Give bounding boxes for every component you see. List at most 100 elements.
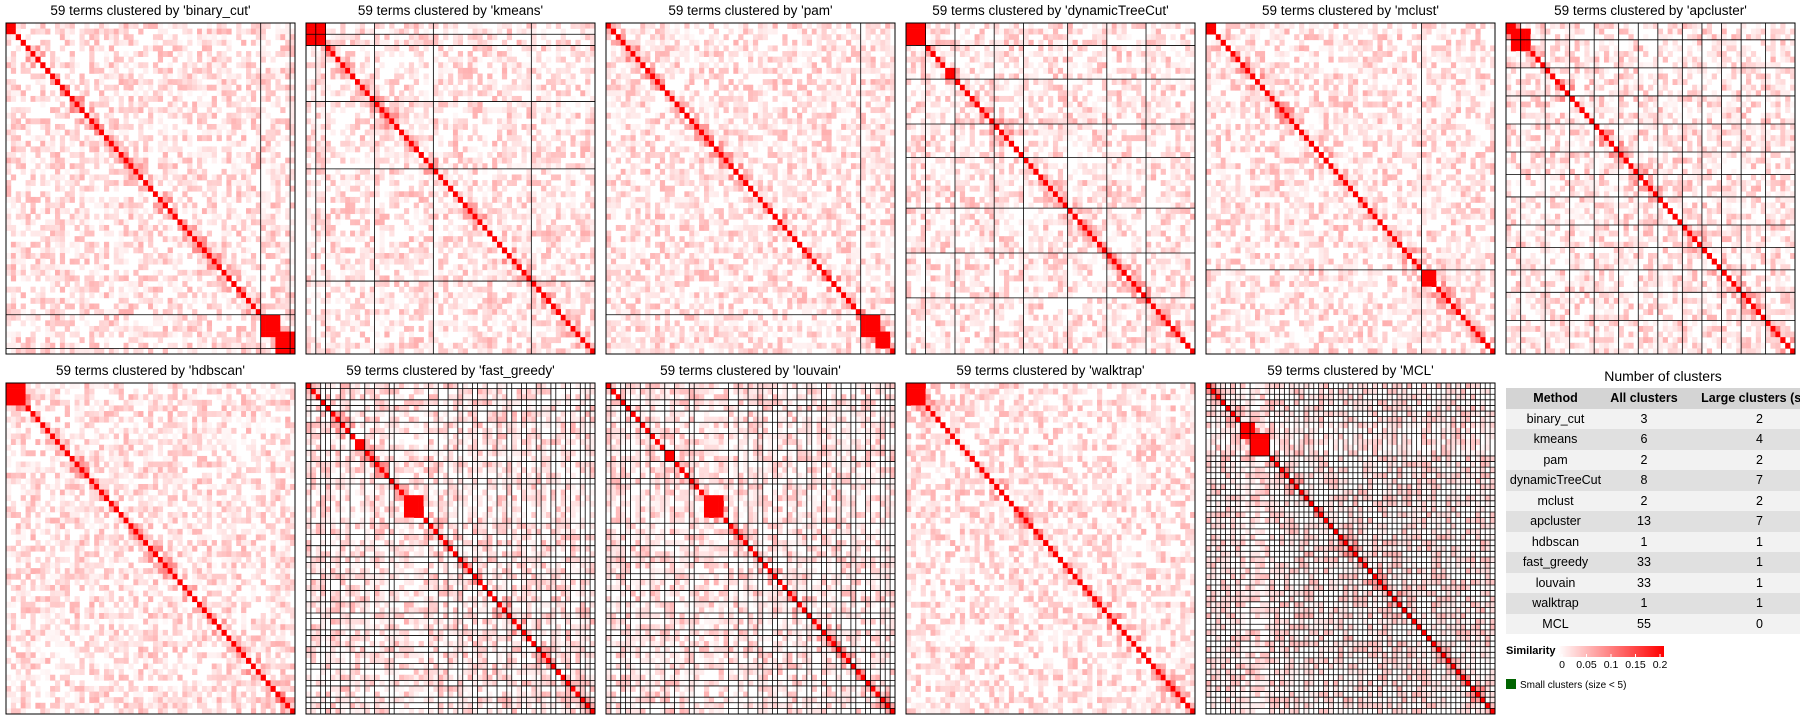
heatmap-cell <box>389 169 394 175</box>
heatmap-cell <box>138 163 143 169</box>
heatmap-cell <box>6 90 11 96</box>
heatmap-cell <box>724 141 729 147</box>
heatmap-cell <box>311 348 316 354</box>
heatmap-cell <box>841 96 846 102</box>
heatmap-cell <box>719 57 724 63</box>
heatmap-cell <box>182 62 187 68</box>
heatmap-cell <box>536 225 541 231</box>
heatmap-cell <box>453 34 458 40</box>
heatmap-cell <box>399 214 404 220</box>
heatmap-cell <box>177 270 182 276</box>
heatmap-cell <box>158 320 163 326</box>
heatmap-cell <box>531 214 536 220</box>
heatmap-cell <box>104 51 109 57</box>
heatmap-cell <box>831 90 836 96</box>
heatmap-cell <box>866 124 871 130</box>
heatmap-cell <box>109 169 114 175</box>
heatmap-cell <box>285 332 290 338</box>
heatmap-cell <box>182 158 187 164</box>
heatmap-cell <box>75 253 80 259</box>
heatmap-cell <box>45 236 50 242</box>
heatmap-cell <box>335 236 340 242</box>
heatmap-cell <box>11 174 16 180</box>
heatmap-cell <box>35 57 40 63</box>
heatmap-cell <box>531 320 536 326</box>
heatmap-cell <box>394 152 399 158</box>
heatmap-cell <box>89 186 94 192</box>
heatmap-cell <box>670 152 675 158</box>
heatmap-cell <box>575 315 580 321</box>
heatmap-cell <box>443 287 448 293</box>
heatmap-cell <box>419 113 424 119</box>
heatmap-cell <box>551 118 556 124</box>
heatmap-cell <box>50 73 55 79</box>
heatmap-cell <box>482 315 487 321</box>
heatmap-cell <box>192 247 197 253</box>
heatmap-cell <box>424 62 429 68</box>
heatmap-cell <box>119 40 124 46</box>
heatmap-cell <box>531 85 536 91</box>
heatmap-cell <box>738 102 743 108</box>
heatmap-cell <box>75 225 80 231</box>
heatmap-cell <box>153 197 158 203</box>
heatmap-cell <box>497 169 502 175</box>
heatmap-cell <box>207 208 212 214</box>
heatmap-cell <box>463 203 468 209</box>
heatmap-cell <box>365 79 370 85</box>
heatmap-cell <box>326 270 331 276</box>
heatmap-cell <box>94 304 99 310</box>
heatmap-cell <box>370 348 375 354</box>
heatmap-cell <box>177 304 182 310</box>
heatmap-cell <box>109 62 114 68</box>
heatmap-cell <box>138 29 143 35</box>
heatmap-cell <box>616 141 621 147</box>
heatmap-cell <box>187 326 192 332</box>
heatmap-cell <box>531 348 536 354</box>
heatmap-cell <box>414 203 419 209</box>
heatmap-cell <box>585 118 590 124</box>
heatmap-cell <box>585 337 590 343</box>
heatmap-cell <box>143 332 148 338</box>
heatmap-cell <box>285 259 290 265</box>
heatmap-cell <box>851 68 856 74</box>
heatmap-cell <box>355 275 360 281</box>
heatmap-cell <box>522 152 527 158</box>
heatmap-cell <box>526 214 531 220</box>
heatmap-cell <box>335 287 340 293</box>
heatmap-cell <box>546 158 551 164</box>
heatmap-cell <box>477 348 482 354</box>
heatmap-cell <box>306 107 311 113</box>
heatmap-cell <box>168 225 173 231</box>
heatmap-cell <box>399 169 404 175</box>
heatmap-cell <box>173 135 178 141</box>
heatmap-cell <box>512 326 517 332</box>
heatmap-cell <box>409 107 414 113</box>
heatmap-cell <box>817 29 822 35</box>
heatmap-cell <box>94 45 99 51</box>
heatmap-cell <box>177 174 182 180</box>
heatmap-cell <box>404 242 409 248</box>
heatmap-cell <box>379 51 384 57</box>
heatmap-cell <box>585 275 590 281</box>
heatmap-cell <box>365 51 370 57</box>
heatmap-cell <box>448 90 453 96</box>
heatmap-cell <box>492 208 497 214</box>
heatmap-cell <box>11 298 16 304</box>
heatmap-cell <box>551 158 556 164</box>
heatmap-cell <box>280 107 285 113</box>
heatmap-cell <box>326 40 331 46</box>
heatmap-cell <box>645 68 650 74</box>
heatmap-cell <box>684 45 689 51</box>
heatmap-cell <box>561 214 566 220</box>
heatmap-cell <box>477 304 482 310</box>
heatmap-cell <box>626 57 631 63</box>
heatmap-cell <box>119 259 124 265</box>
heatmap-cell <box>226 225 231 231</box>
heatmap-cell <box>212 281 217 287</box>
heatmap-cell <box>60 163 65 169</box>
heatmap-cell <box>768 124 773 130</box>
heatmap-cell <box>885 118 890 124</box>
heatmap-cell <box>275 304 280 310</box>
heatmap-cell <box>773 29 778 35</box>
heatmap-cell <box>836 90 841 96</box>
